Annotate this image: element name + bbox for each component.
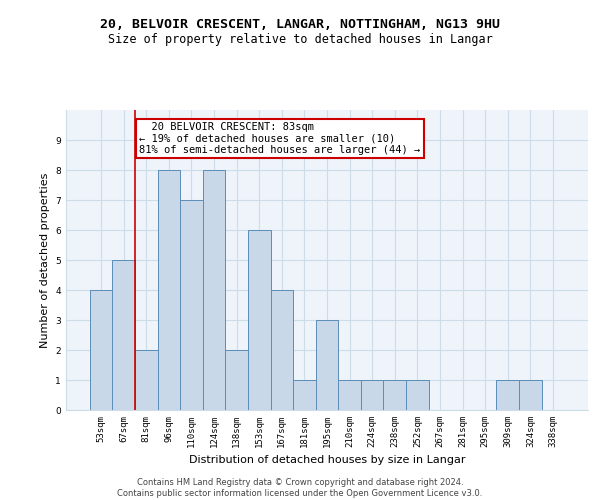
Bar bbox=[226, 350, 248, 410]
Bar bbox=[316, 320, 338, 410]
Bar bbox=[519, 380, 542, 410]
Bar bbox=[203, 170, 226, 410]
Text: Size of property relative to detached houses in Langar: Size of property relative to detached ho… bbox=[107, 32, 493, 46]
Y-axis label: Number of detached properties: Number of detached properties bbox=[40, 172, 50, 348]
Bar bbox=[338, 380, 361, 410]
Bar bbox=[496, 380, 519, 410]
Bar bbox=[112, 260, 135, 410]
Bar bbox=[135, 350, 158, 410]
Bar bbox=[271, 290, 293, 410]
Bar bbox=[293, 380, 316, 410]
Text: 20, BELVOIR CRESCENT, LANGAR, NOTTINGHAM, NG13 9HU: 20, BELVOIR CRESCENT, LANGAR, NOTTINGHAM… bbox=[100, 18, 500, 30]
Bar bbox=[248, 230, 271, 410]
Bar bbox=[361, 380, 383, 410]
Bar bbox=[383, 380, 406, 410]
Bar bbox=[90, 290, 112, 410]
Bar bbox=[180, 200, 203, 410]
Bar bbox=[406, 380, 428, 410]
Bar bbox=[158, 170, 180, 410]
X-axis label: Distribution of detached houses by size in Langar: Distribution of detached houses by size … bbox=[189, 456, 465, 466]
Text: Contains HM Land Registry data © Crown copyright and database right 2024.
Contai: Contains HM Land Registry data © Crown c… bbox=[118, 478, 482, 498]
Text: 20 BELVOIR CRESCENT: 83sqm
← 19% of detached houses are smaller (10)
81% of semi: 20 BELVOIR CRESCENT: 83sqm ← 19% of deta… bbox=[139, 122, 421, 155]
